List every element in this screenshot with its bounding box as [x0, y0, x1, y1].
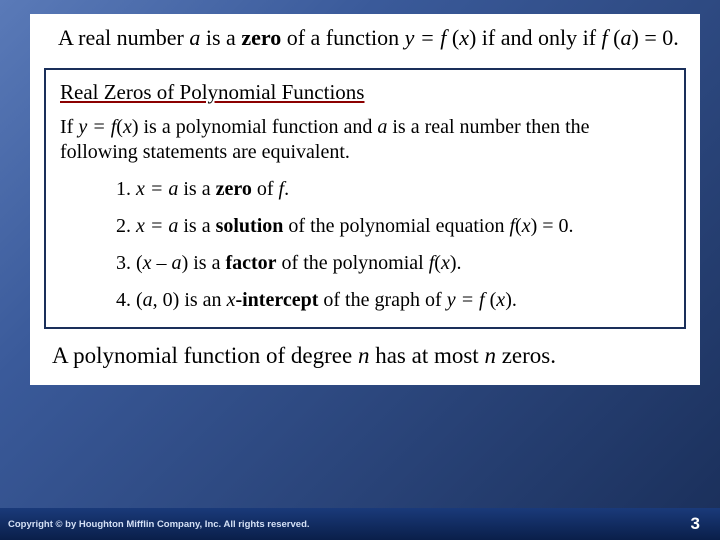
box-intro-paren: )	[132, 116, 139, 138]
stmt-bold: -intercept	[235, 289, 318, 311]
stmt-text: ) is a	[182, 252, 226, 274]
intro-var-x: x	[459, 25, 469, 50]
stmt-paren: ).	[505, 289, 517, 311]
stmt-num: 2.	[116, 215, 136, 237]
closing-text: has at most	[369, 343, 484, 368]
statement-2: 2. x = a is a solution of the polynomial…	[116, 214, 670, 239]
stmt-x: x	[441, 252, 450, 274]
statement-1: 1. x = a is a zero of f.	[116, 177, 670, 202]
stmt-num: 4. (	[116, 289, 143, 311]
intro-zero: zero	[241, 25, 281, 50]
statement-4: 4. (a, 0) is an x -intercept of the graph…	[116, 288, 670, 313]
intro-text: A real number	[58, 25, 189, 50]
box-intro-eq: y = f	[78, 116, 116, 138]
intro-var-a2: a	[621, 25, 632, 50]
stmt-paren: (	[434, 252, 441, 274]
page-number: 3	[691, 514, 700, 534]
stmt-text: is a	[178, 178, 215, 200]
stmt-bold: factor	[225, 252, 276, 274]
stmt-num: 3. (	[116, 252, 143, 274]
theorem-box: Real Zeros of Polynomial Functions If y …	[44, 68, 686, 329]
stmt-yeq: y = f	[447, 289, 490, 311]
box-intro-text: is a polynomial function and	[139, 116, 378, 138]
stmt-bold: zero	[216, 178, 252, 200]
closing-text: zeros.	[496, 343, 556, 368]
stmt-num: 1.	[116, 178, 136, 200]
stmt-eq: x = a	[136, 215, 178, 237]
intro-eq: y = f	[405, 25, 452, 50]
stmt-text: of the polynomial equation	[283, 215, 509, 237]
intro-text: is a	[200, 25, 241, 50]
stmt-text: of the polynomial	[277, 252, 429, 274]
slide-content: A real number a is a zero of a function …	[30, 14, 700, 385]
intro-paren: (	[613, 25, 620, 50]
intro-text: if and only if	[476, 25, 601, 50]
stmt-text: , 0) is an	[153, 289, 227, 311]
stmt-text: of	[252, 178, 279, 200]
stmt-x: x	[496, 289, 505, 311]
stmt-text: of the graph of	[318, 289, 446, 311]
statements-list: 1. x = a is a zero of f. 2. x = a is a s…	[60, 177, 670, 313]
stmt-bold: solution	[216, 215, 284, 237]
stmt-paren: (	[515, 215, 522, 237]
intro-paragraph: A real number a is a zero of a function …	[30, 24, 700, 60]
stmt-x: x	[522, 215, 531, 237]
statement-3: 3. (x – a) is a factor of the polynomial…	[116, 251, 670, 276]
closing-n: n	[484, 343, 496, 368]
box-intro-x: x	[123, 116, 132, 138]
intro-text: ) = 0.	[632, 25, 679, 50]
stmt-paren: ) = 0.	[531, 215, 574, 237]
box-intro-a: a	[377, 116, 387, 138]
stmt-eq: a	[143, 289, 153, 311]
box-title: Real Zeros of Polynomial Functions	[60, 80, 670, 105]
stmt-eq: x = a	[136, 178, 178, 200]
closing-paragraph: A polynomial function of degree n has at…	[30, 329, 700, 375]
stmt-text: is a	[178, 215, 215, 237]
box-intro: If y = f(x) is a polynomial function and…	[60, 115, 670, 165]
closing-n: n	[358, 343, 370, 368]
copyright-text: Copyright © by Houghton Mifflin Company,…	[8, 519, 310, 530]
intro-f: f	[602, 25, 614, 50]
stmt-paren: ).	[450, 252, 462, 274]
stmt-end: .	[284, 178, 289, 200]
closing-text: A polynomial function of degree	[52, 343, 358, 368]
slide-footer: Copyright © by Houghton Mifflin Company,…	[0, 508, 720, 540]
box-intro-text: If	[60, 116, 78, 138]
intro-text: of a function	[281, 25, 404, 50]
box-intro-paren: (	[116, 116, 123, 138]
stmt-eq: x – a	[143, 252, 182, 274]
intro-var-a: a	[189, 25, 200, 50]
